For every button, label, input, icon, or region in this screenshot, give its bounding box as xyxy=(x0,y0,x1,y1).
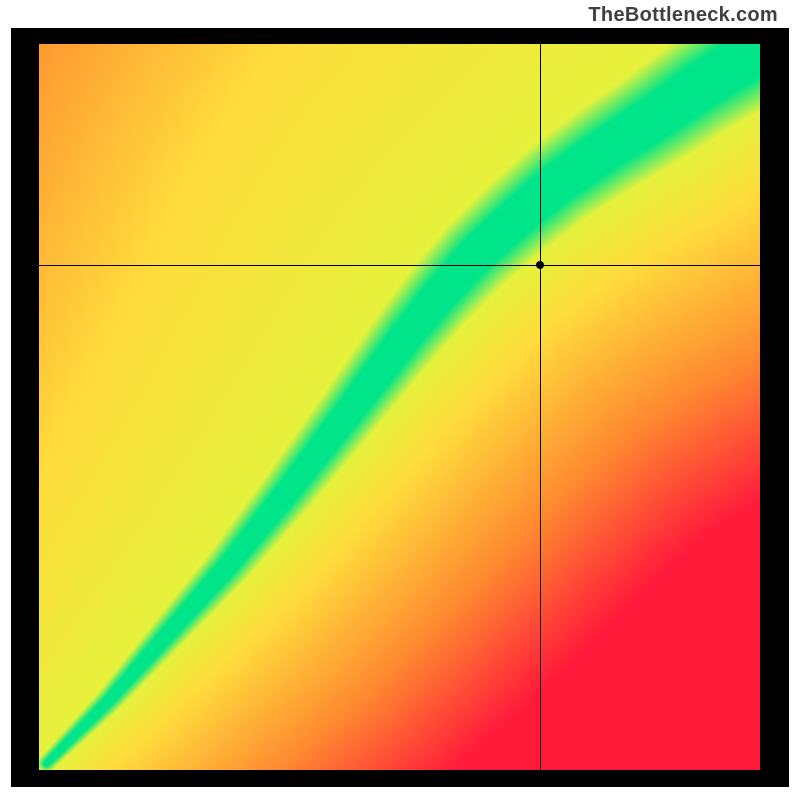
crosshair-vertical xyxy=(540,44,541,770)
chart-container: TheBottleneck.com xyxy=(0,0,800,800)
crosshair-horizontal xyxy=(39,265,760,266)
chart-frame xyxy=(11,28,789,787)
heatmap-canvas xyxy=(39,44,760,770)
heatmap-plot-area xyxy=(39,44,760,770)
watermark-text: TheBottleneck.com xyxy=(588,4,778,27)
marker-point xyxy=(536,261,544,269)
